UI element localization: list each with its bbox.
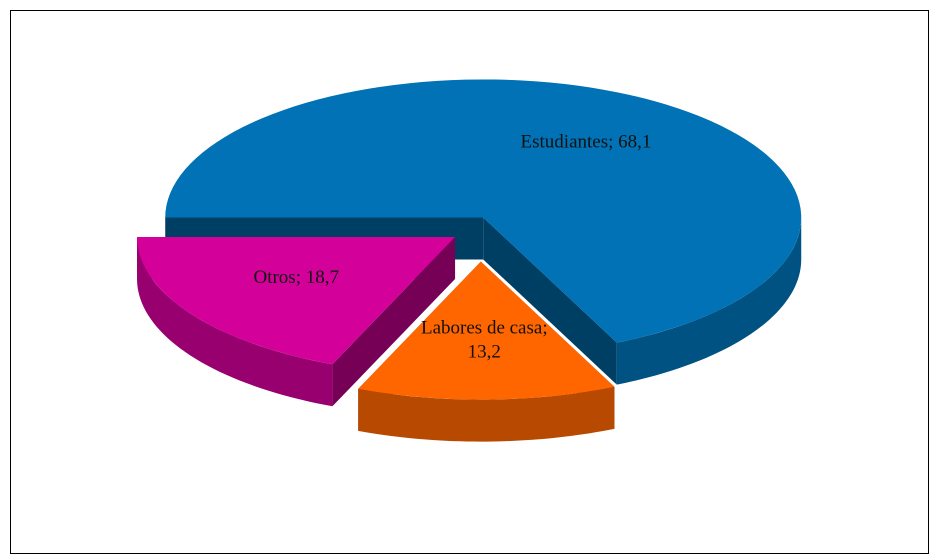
data-label: Otros; 18,7: [253, 267, 339, 288]
slice-wall: [616, 217, 802, 385]
slice-wall: [137, 236, 333, 407]
slice: [165, 79, 802, 343]
slice-group: [137, 236, 456, 407]
data-label: Labores de casa; 13,2: [421, 318, 548, 363]
slice-wall: [358, 386, 615, 442]
slice: [137, 236, 456, 365]
data-label: Estudiantes; 68,1: [521, 132, 652, 153]
slice-cut-face: [332, 236, 456, 407]
slice: [358, 261, 615, 400]
slice-group: [358, 261, 615, 442]
slice-cut-face: [483, 217, 617, 385]
